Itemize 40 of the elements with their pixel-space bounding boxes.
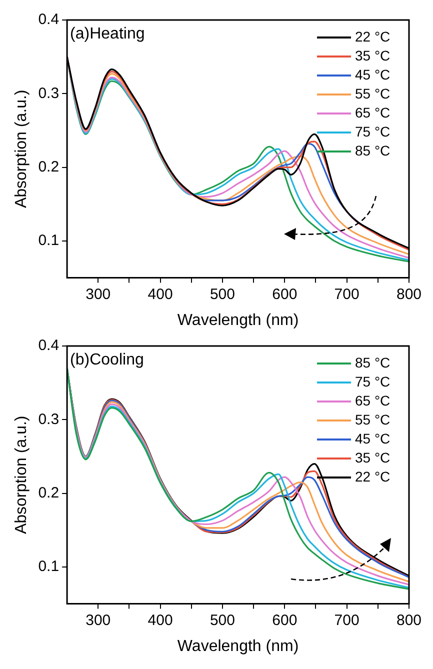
legend-label: 75 °C <box>355 123 390 140</box>
x-tick-label: 500 <box>210 612 235 629</box>
x-tick-label: 300 <box>86 612 111 629</box>
chart-title: (b)Cooling <box>70 351 144 368</box>
x-axis-title: Wavelength (nm) <box>177 312 299 329</box>
y-tick-label: 0.4 <box>38 11 60 28</box>
legend-label: 22 °C <box>355 468 390 484</box>
chart-title: (a)Heating <box>70 25 145 42</box>
y-tick-label: 0.2 <box>38 484 60 502</box>
legend-label: 75 °C <box>355 373 390 390</box>
x-tick-label: 400 <box>148 286 173 303</box>
x-tick-label: 400 <box>148 612 173 629</box>
y-tick-label: 0.1 <box>38 558 60 576</box>
legend-label: 65 °C <box>355 392 390 408</box>
legend-label: 55 °C <box>355 85 390 102</box>
x-tick-label: 800 <box>396 286 422 303</box>
y-axis-title: Absorption (a.u.) <box>13 90 30 208</box>
x-tick-label: 700 <box>334 612 360 629</box>
x-tick-label: 300 <box>86 286 111 303</box>
x-tick-label: 600 <box>272 286 298 303</box>
y-tick-label: 0.2 <box>38 158 60 176</box>
y-tick-label: 0.3 <box>38 84 60 102</box>
x-tick-label: 800 <box>396 612 422 629</box>
y-tick-label: 0.3 <box>38 410 60 428</box>
legend-label: 35 °C <box>355 449 390 466</box>
x-tick-label: 600 <box>272 612 298 629</box>
x-axis-title: Wavelength (nm) <box>177 638 299 655</box>
y-tick-label: 0.4 <box>38 337 60 354</box>
legend-label: 85 °C <box>355 354 390 370</box>
y-tick-label: 0.1 <box>38 232 60 250</box>
y-axis-title: Absorption (a.u.) <box>13 416 30 534</box>
legend-label: 22 °C <box>355 28 390 44</box>
legend-label: 45 °C <box>355 66 390 82</box>
legend-label: 85 °C <box>355 142 390 158</box>
legend-label: 55 °C <box>355 411 390 428</box>
x-tick-label: 500 <box>210 286 235 303</box>
x-tick-label: 700 <box>334 286 360 303</box>
legend-label: 65 °C <box>355 104 390 120</box>
legend-label: 35 °C <box>355 47 390 64</box>
legend-label: 45 °C <box>355 430 390 446</box>
